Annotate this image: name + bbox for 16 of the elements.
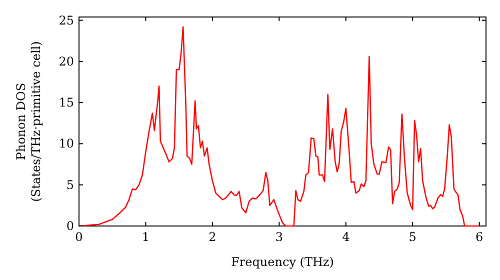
line-series (78, 26, 480, 227)
y-tick-label: 15 (58, 96, 74, 110)
x-tick-label: 5 (408, 230, 416, 244)
x-tick-label: 1 (142, 230, 150, 244)
y-tick-label: 0 (66, 219, 74, 233)
x-tick-label: 0 (75, 230, 83, 244)
y-tick-label: 5 (66, 178, 74, 192)
x-axis-title: Frequency (THz) (231, 255, 334, 269)
x-tick-label: 2 (208, 230, 216, 244)
x-tick-label: 4 (342, 230, 350, 244)
x-tick-label: 3 (275, 230, 283, 244)
y-tick-label: 25 (58, 13, 74, 28)
y-axis-title: Phonon DOS (States/THz·primitive cell) (14, 41, 43, 202)
y-tick-label: 20 (58, 54, 74, 68)
x-tick-label: 6 (476, 230, 484, 244)
y-tick-label: 10 (58, 136, 74, 151)
